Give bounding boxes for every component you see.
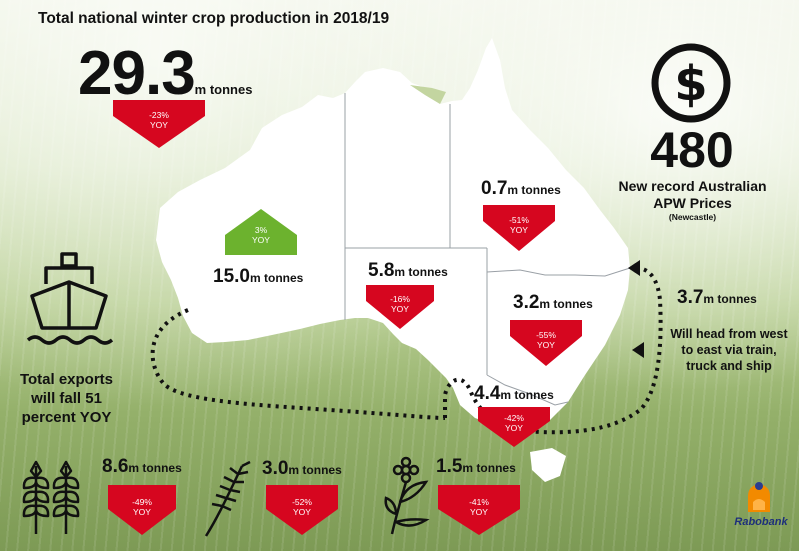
- canola-production: 1.5m tonnes: [436, 456, 516, 478]
- wheat-change-arrow: -49% YOY: [108, 485, 176, 535]
- nsw-unit: m tonnes: [539, 297, 593, 311]
- qld-value: 0.7: [481, 178, 508, 199]
- nsw-value: 3.2: [513, 292, 540, 313]
- qld-change: -51%: [509, 215, 529, 225]
- canola-change-arrow: -41% YOY: [438, 485, 520, 535]
- route-arrowhead-top: [628, 260, 640, 276]
- price-label: New record Australian APW Prices (Newcas…: [610, 178, 775, 223]
- sa-unit: m tonnes: [394, 265, 448, 279]
- transport-unit: m tonnes: [703, 292, 757, 306]
- barley-change-unit: YOY: [293, 507, 311, 517]
- nsw-change-unit: YOY: [537, 340, 555, 350]
- transport-line3: truck and ship: [686, 359, 772, 373]
- canola-unit: m tonnes: [462, 461, 516, 475]
- ship-icon: [26, 252, 114, 345]
- sa-change-unit: YOY: [391, 304, 409, 314]
- transport-line2: to east via train,: [681, 343, 777, 357]
- canola-change-unit: YOY: [470, 507, 488, 517]
- price-value: 480: [650, 122, 734, 178]
- wheat-change-unit: YOY: [133, 507, 151, 517]
- exports-line3: percent YOY: [21, 409, 112, 426]
- wa-unit: m tonnes: [249, 271, 304, 285]
- wa-production: 15.0m tonnes: [213, 266, 303, 288]
- transport-production: 3.7m tonnes: [677, 287, 757, 309]
- exports-note: Total exports will fall 51 percent YOY: [4, 370, 129, 427]
- canola-change: -41%: [469, 497, 489, 507]
- sa-change-arrow: -16% YOY: [366, 285, 434, 329]
- nsw-production: 3.2m tonnes: [513, 292, 593, 314]
- dollar-icon: $: [651, 43, 731, 123]
- vic-change: -42%: [504, 413, 524, 423]
- transport-note: Will head from west to east via train, t…: [664, 326, 794, 374]
- qld-production: 0.7m tonnes: [481, 178, 561, 200]
- wheat-value: 8.6: [102, 456, 129, 477]
- national-total: 29.3m tonnes: [78, 38, 252, 109]
- canola-value: 1.5: [436, 456, 463, 477]
- state-borders: [344, 93, 631, 406]
- barley-icon: [204, 460, 251, 537]
- price-label-line2: APW Prices: [653, 195, 732, 211]
- transport-value: 3.7: [677, 287, 704, 308]
- barley-production: 3.0m tonnes: [262, 458, 342, 480]
- wa-value: 15.0: [213, 266, 250, 287]
- qld-change-arrow: -51% YOY: [483, 205, 555, 251]
- national-change-arrow: -23% YOY: [113, 100, 205, 148]
- price-label-line1: New record Australian: [618, 178, 767, 194]
- national-value: 29.3: [78, 39, 196, 108]
- page-title: Total national winter crop production in…: [38, 10, 390, 27]
- exports-line1: Total exports: [19, 371, 114, 388]
- vic-production: 4.4m tonnes: [474, 383, 554, 405]
- nsw-change: -55%: [536, 330, 556, 340]
- barley-unit: m tonnes: [288, 463, 342, 477]
- rabobank-logo-icon: [748, 482, 770, 512]
- barley-change: -52%: [292, 497, 312, 507]
- canola-icon: [384, 456, 430, 535]
- national-unit: m tonnes: [194, 82, 253, 97]
- route-arrowhead-mid: [632, 342, 644, 358]
- vic-unit: m tonnes: [500, 388, 554, 402]
- exports-line2: will fall 51: [31, 390, 102, 407]
- price-sub: (Newcastle): [668, 212, 717, 222]
- sa-value: 5.8: [368, 260, 395, 281]
- wa-change: 3%: [254, 225, 268, 235]
- vic-change-unit: YOY: [505, 423, 523, 433]
- wa-change-unit: YOY: [252, 235, 270, 245]
- gulf-notch: [410, 85, 446, 104]
- barley-change-arrow: -52% YOY: [266, 485, 338, 535]
- national-change: -23%: [149, 110, 169, 120]
- wa-change-arrow: 3% YOY: [225, 209, 297, 255]
- wheat-icon: [22, 460, 80, 534]
- wheat-change: -49%: [132, 497, 152, 507]
- qld-unit: m tonnes: [507, 183, 561, 197]
- wheat-unit: m tonnes: [128, 461, 182, 475]
- rabobank-name: Rabobank: [734, 516, 788, 528]
- tasmania-shape: [530, 448, 566, 482]
- qld-change-unit: YOY: [510, 225, 528, 235]
- barley-value: 3.0: [262, 458, 289, 479]
- transport-line1: Will head from west: [670, 327, 788, 341]
- national-change-unit: YOY: [150, 120, 168, 130]
- sa-change: -16%: [390, 294, 410, 304]
- sa-production: 5.8m tonnes: [368, 260, 448, 282]
- wheat-production: 8.6m tonnes: [102, 456, 182, 478]
- vic-value: 4.4: [474, 383, 501, 404]
- nsw-change-arrow: -55% YOY: [510, 320, 582, 366]
- vic-change-arrow: -42% YOY: [478, 407, 550, 447]
- svg-text:$: $: [674, 56, 707, 112]
